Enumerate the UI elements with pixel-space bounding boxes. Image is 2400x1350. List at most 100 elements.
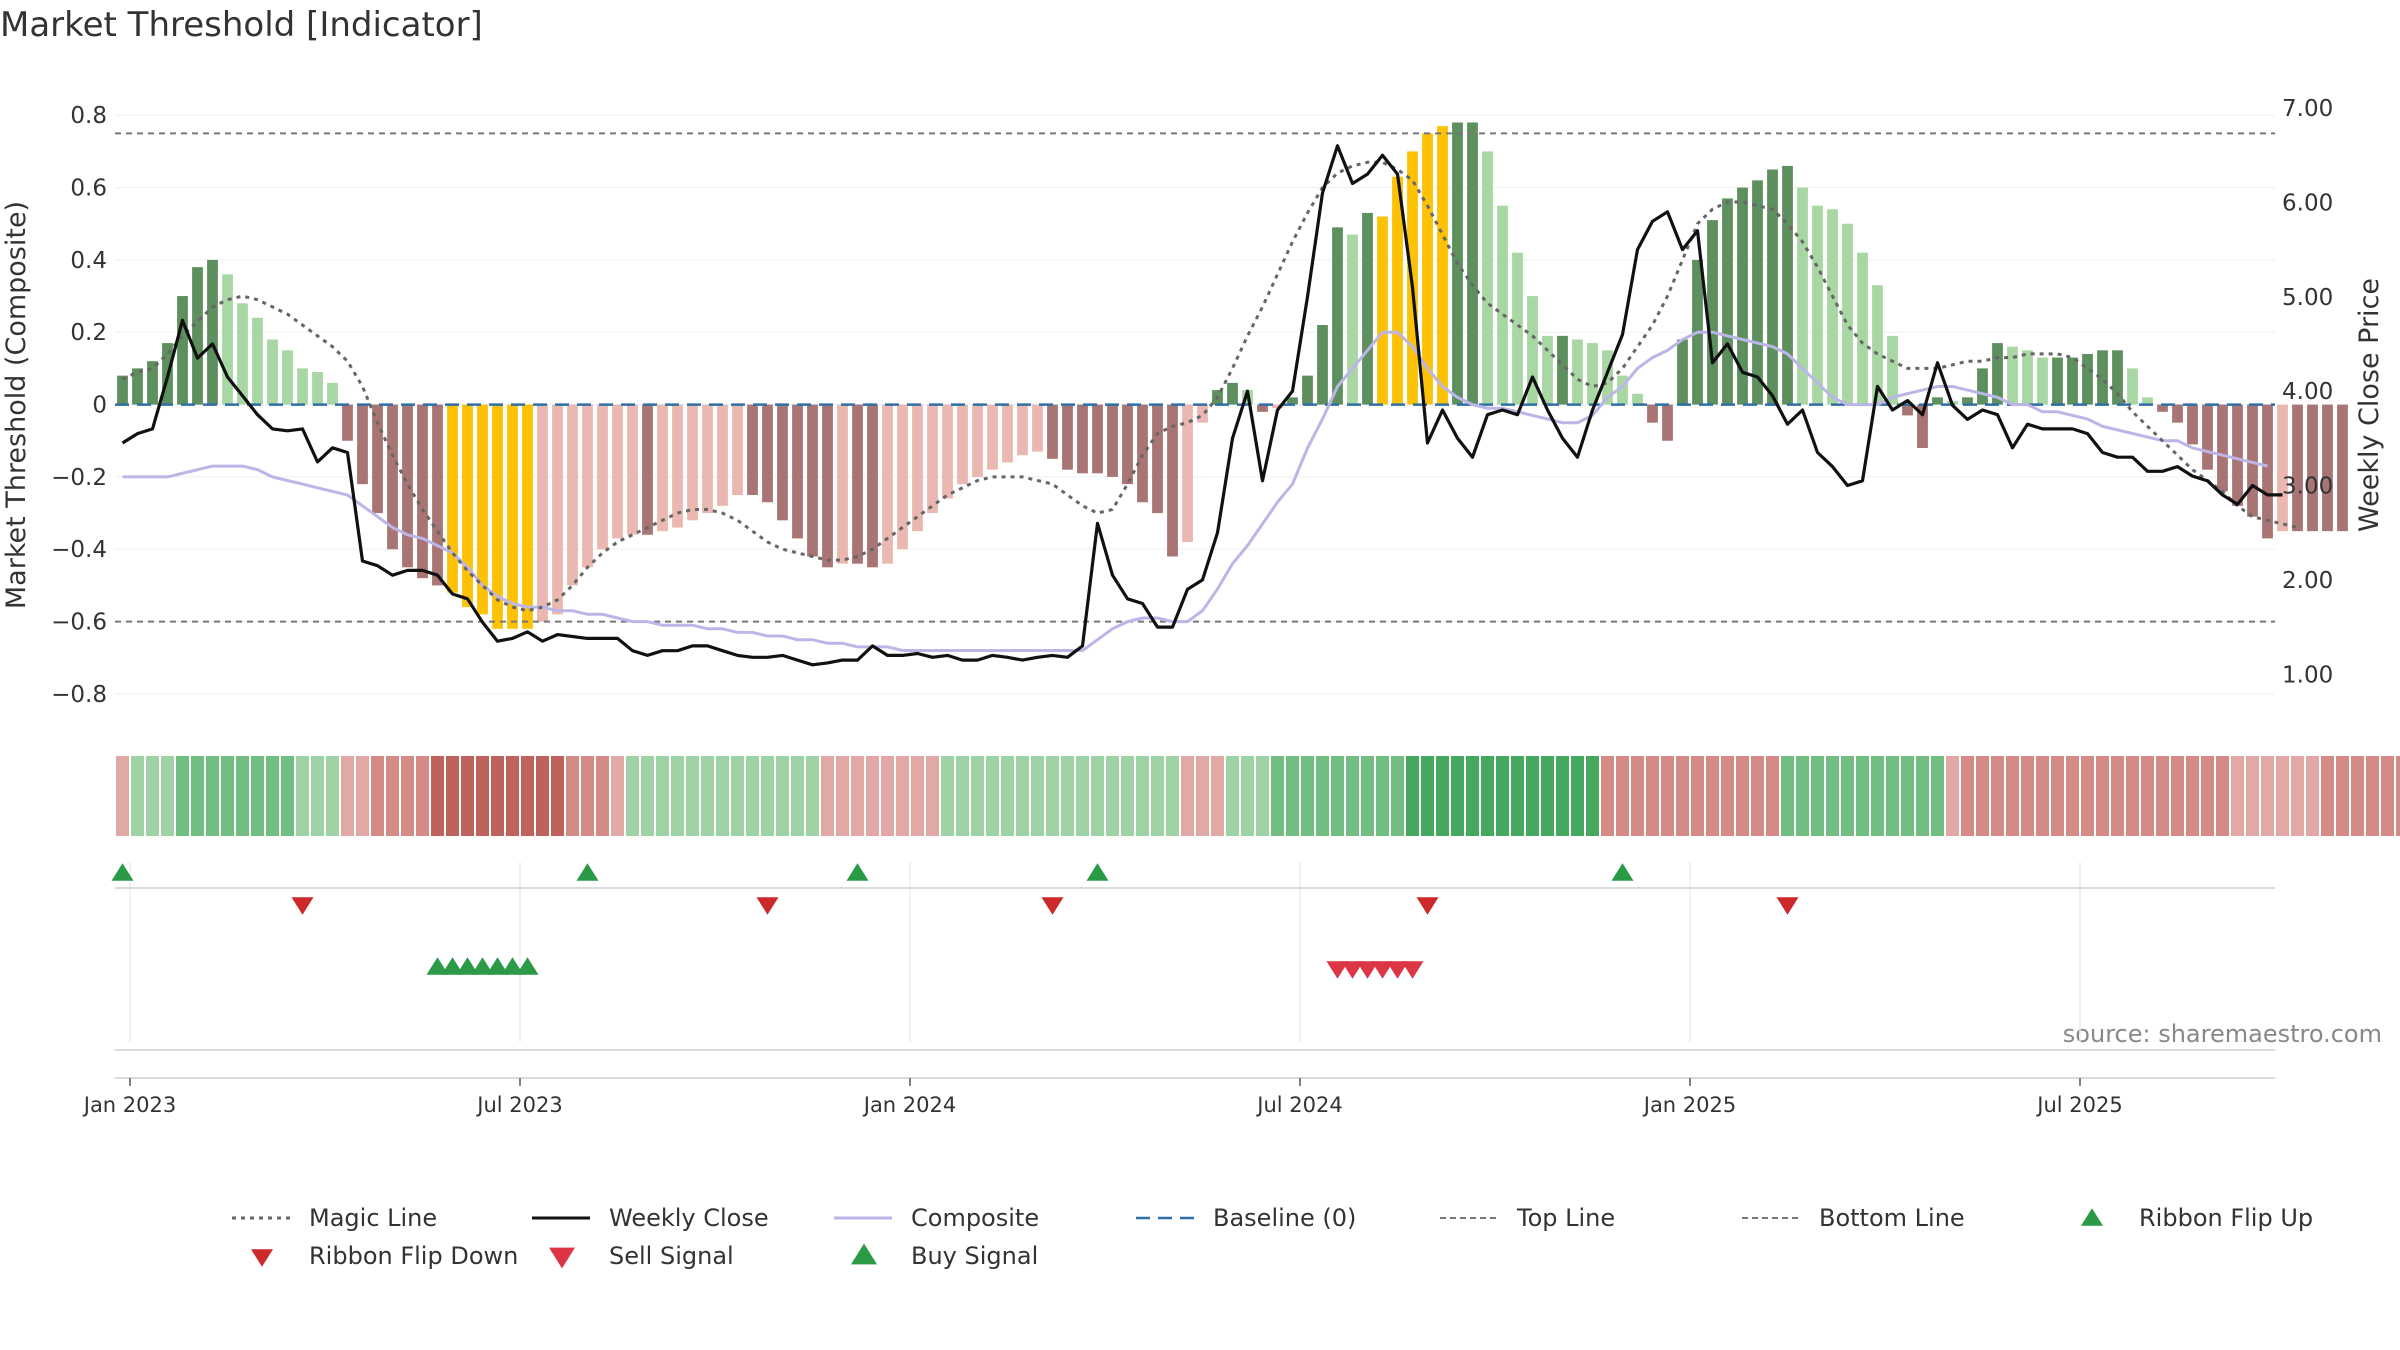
composite-bar <box>2172 404 2183 423</box>
composite-bar <box>1887 335 1898 405</box>
composite-bar <box>1197 404 1208 423</box>
composite-line <box>122 330 2268 652</box>
ribbon-cell <box>161 756 174 836</box>
composite-bar <box>1437 126 1448 405</box>
ribbon-cell <box>1331 756 1344 836</box>
ribbon-cell <box>1781 756 1794 836</box>
composite-bar <box>567 404 578 586</box>
composite-bar <box>1977 368 1988 405</box>
ribbon-cell <box>2141 756 2154 836</box>
composite-bar <box>1677 339 1688 405</box>
ribbon-cell <box>311 756 324 836</box>
ribbon-cell <box>1661 756 1674 836</box>
ribbon-cell <box>2381 756 2394 836</box>
ribbon-cell <box>356 756 369 836</box>
ribbon-cell <box>1481 756 1494 836</box>
ribbon-flip-up-marker <box>1611 863 1634 881</box>
legend-sell-label: Sell Signal <box>609 1242 734 1270</box>
composite-bar <box>1797 187 1808 405</box>
composite-bar <box>1872 285 1883 405</box>
ribbon-cell <box>1811 756 1824 836</box>
ribbon-cell <box>1181 756 1194 836</box>
ribbon-cell <box>1961 756 1974 836</box>
composite-bar <box>1857 252 1868 405</box>
composite-bar <box>1617 375 1628 405</box>
ribbon-cell <box>1676 756 1689 836</box>
ribbon-cell <box>206 756 219 836</box>
legend-bottom-label: Bottom Line <box>1819 1204 1965 1232</box>
x-tick-label: Jan 2024 <box>862 1093 957 1117</box>
composite-bar <box>837 404 848 564</box>
ribbon-cell <box>1136 756 1149 836</box>
ribbon-cell <box>761 756 774 836</box>
composite-bar <box>672 404 683 528</box>
legend-flipdown-label: Ribbon Flip Down <box>309 1242 518 1270</box>
composite-bar <box>432 404 443 586</box>
legend-flipdown-swatch <box>251 1249 273 1267</box>
composite-bar <box>387 404 398 550</box>
ribbon-cell <box>671 756 684 836</box>
composite-bar <box>207 259 218 405</box>
ribbon-cell <box>2321 756 2334 836</box>
ribbon-cell <box>1496 756 1509 836</box>
composite-bar <box>1917 404 1928 448</box>
ribbon-cell <box>686 756 699 836</box>
ribbon-cell <box>446 756 459 836</box>
ribbon-cell <box>1436 756 1449 836</box>
buy-signal-marker <box>426 957 449 975</box>
ribbon-cell <box>1916 756 1929 836</box>
composite-bar <box>1782 165 1793 405</box>
ribbon-cell <box>2366 756 2379 836</box>
ribbon-cell <box>1556 756 1569 836</box>
ribbon-cell <box>1976 756 1989 836</box>
ribbon-cell <box>941 756 954 836</box>
composite-bar <box>177 296 188 405</box>
ribbon-cell <box>416 756 429 836</box>
left-tick-label: −0.6 <box>51 610 107 636</box>
composite-bar <box>417 404 428 579</box>
ribbon-cell <box>1601 756 1614 836</box>
ribbon-cell <box>611 756 624 836</box>
ribbon-cell <box>116 756 129 836</box>
composite-bar <box>312 372 323 405</box>
legend-flipup-swatch <box>2081 1208 2103 1226</box>
ribbon-cell <box>1541 756 1554 836</box>
composite-bar <box>222 274 233 405</box>
composite-bar <box>132 368 143 405</box>
left-axis-label: Market Threshold (Composite) <box>1 201 32 609</box>
composite-bar <box>2067 357 2078 405</box>
left-tick-label: −0.8 <box>51 682 107 708</box>
ribbon-flip-up-marker <box>1086 863 1109 881</box>
composite-bar <box>1992 343 2003 405</box>
ribbon-cell <box>1316 756 1329 836</box>
composite-bar <box>912 404 923 532</box>
legend: Magic Line Weekly Close Composite Baseline … <box>232 1204 2313 1270</box>
ribbon-cell <box>581 756 594 836</box>
buy-signal-marker <box>456 957 479 975</box>
composite-bar <box>357 404 368 485</box>
composite-bar <box>252 317 263 405</box>
ribbon-cell <box>851 756 864 836</box>
ribbon-cell <box>1526 756 1539 836</box>
composite-bar <box>687 404 698 521</box>
ribbon-cell <box>1376 756 1389 836</box>
ribbon-cell <box>746 756 759 836</box>
ribbon-cell <box>1346 756 1359 836</box>
ribbon-cell <box>2396 756 2400 836</box>
composite-bar <box>2007 346 2018 405</box>
composite-bar <box>447 404 458 593</box>
ribbon-cell <box>836 756 849 836</box>
ribbon-cell <box>1091 756 1104 836</box>
composite-bar <box>747 404 758 495</box>
ribbon-cell <box>176 756 189 836</box>
ribbon-cell <box>1691 756 1704 836</box>
ribbon-cell <box>1361 756 1374 836</box>
composite-bar <box>2202 404 2213 470</box>
composite-bar <box>957 404 968 485</box>
composite-bar <box>372 404 383 514</box>
ribbon-cell <box>386 756 399 836</box>
composite-bar <box>882 404 893 564</box>
ribbon-cell <box>1796 756 1809 836</box>
composite-bar <box>657 404 668 532</box>
x-tick-label: Jan 2023 <box>82 1093 177 1117</box>
